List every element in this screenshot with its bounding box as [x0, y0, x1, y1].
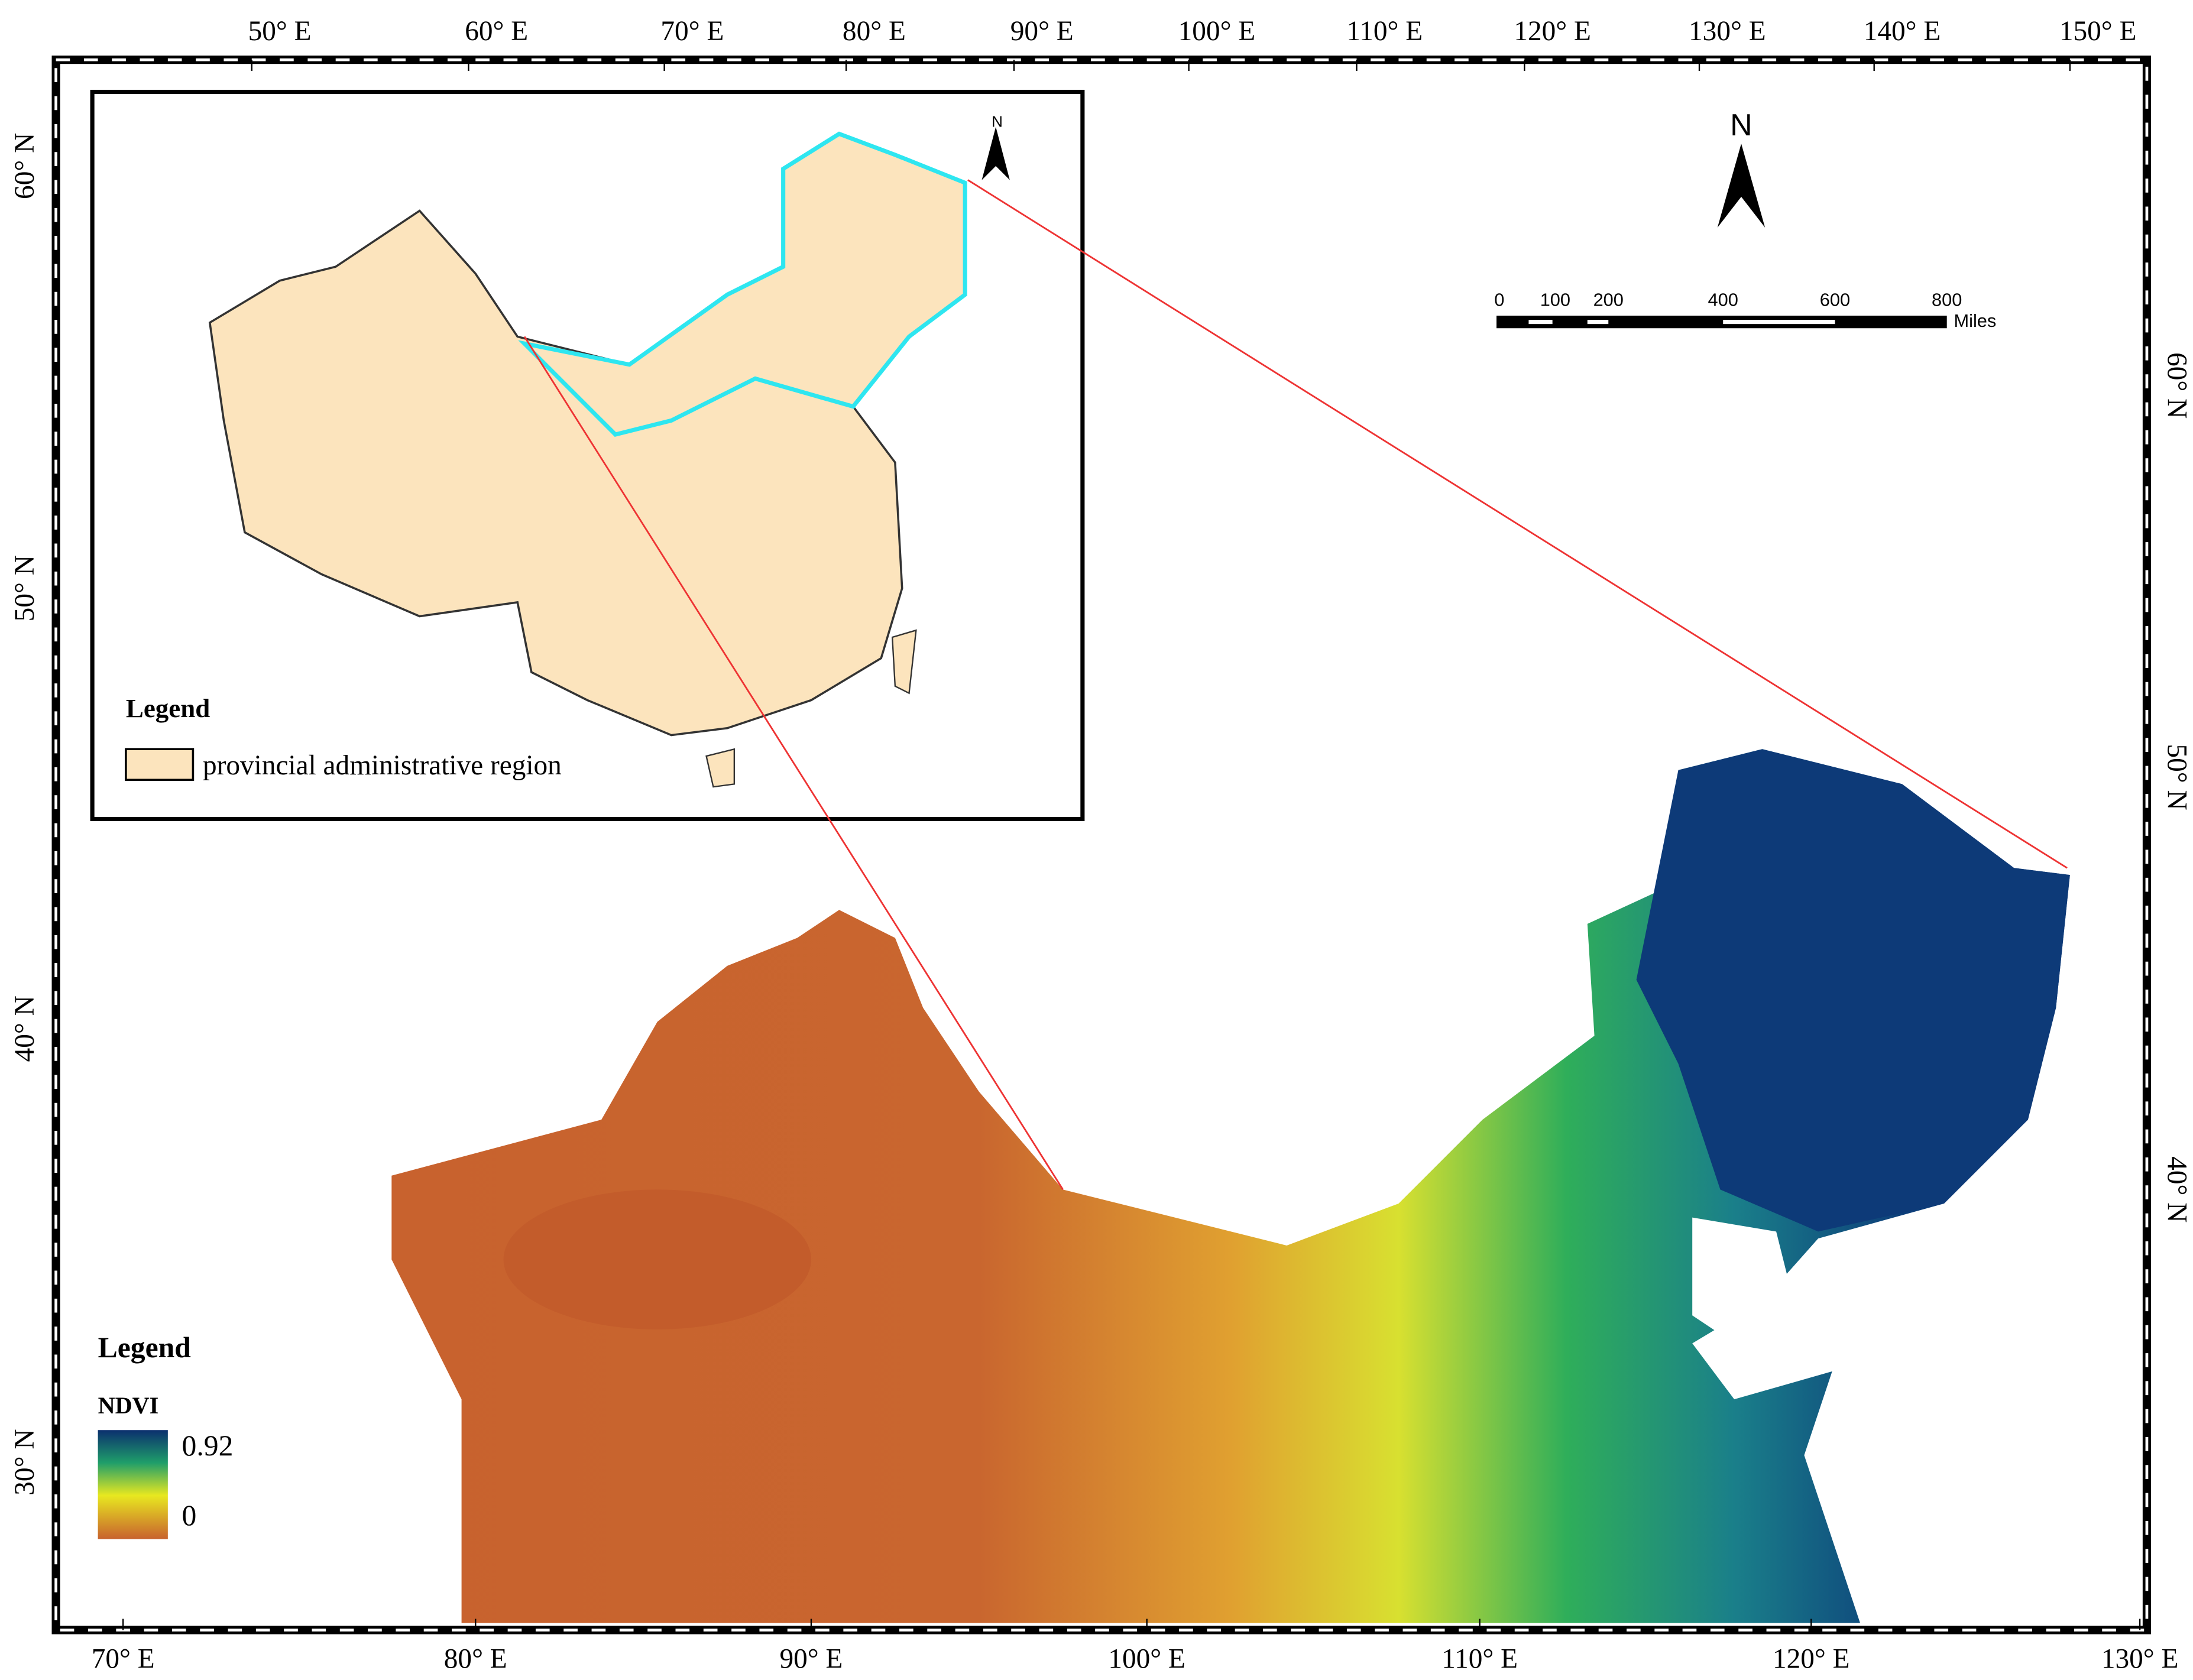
hainan [705, 748, 736, 788]
bottom-axis-label: 90° E [779, 1643, 843, 1674]
top-axis-label: 120° E [1514, 16, 1591, 47]
legend-colorbar [98, 1430, 168, 1539]
legend-title: Legend [98, 1331, 192, 1364]
left-axis-label: 60° N [9, 133, 40, 199]
north-label: N [1730, 108, 1753, 142]
top-axis-label: 130° E [1689, 16, 1766, 47]
scale-tick-label: 400 [1708, 289, 1738, 310]
inset-legend-swatch [125, 748, 195, 781]
top-axis-label: 50° E [248, 16, 312, 47]
connector-line [523, 336, 1064, 1191]
bottom-axis-label: 110° E [1442, 1643, 1518, 1674]
bottom-axis-label: 120° E [1773, 1643, 1850, 1674]
bottom-axis-label: 100° E [1108, 1643, 1185, 1674]
top-axis-label: 90° E [1010, 16, 1074, 47]
connector-line [967, 179, 2068, 869]
top-axis-label: 150° E [2059, 16, 2137, 47]
ndvi-high [1636, 749, 2070, 1232]
scale-tick-label: 800 [1932, 289, 1962, 310]
scale-tick-label: 600 [1820, 289, 1850, 310]
legend-max: 0.92 [182, 1429, 234, 1462]
inset-legend-title: Legend [126, 693, 210, 723]
left-axis-label: 30° N [9, 1429, 40, 1496]
right-axis-label: 40° N [2161, 1156, 2192, 1222]
scale-bar-segment [1587, 320, 1609, 325]
top-axis-label: 60° E [465, 16, 528, 47]
legend-min: 0 [182, 1499, 197, 1532]
top-axis-label: 100° E [1178, 16, 1256, 47]
inset-north-arrow [981, 127, 1010, 180]
scale-bar [1496, 315, 1947, 329]
scale-unit: Miles [1954, 310, 1997, 331]
study-area-outline [518, 131, 967, 437]
bottom-axis-label: 130° E [2101, 1643, 2179, 1674]
inset-legend-item: provincial administrative region [203, 750, 562, 781]
top-axis-label: 70° E [660, 16, 724, 47]
frame-checker [54, 58, 2149, 1632]
right-axis-label: 60° N [2161, 352, 2192, 419]
scale-bar-segment [1723, 320, 1835, 325]
legend-variable: NDVI [98, 1392, 159, 1419]
top-axis-label: 80° E [843, 16, 906, 47]
inset-north-label: N [992, 113, 1003, 131]
left-axis-label: 50° N [9, 555, 40, 621]
scale-tick-label: 200 [1593, 289, 1624, 310]
bottom-axis-label: 80° E [444, 1643, 507, 1674]
north-arrow [1717, 144, 1766, 228]
left-axis-label: 40° N [9, 995, 40, 1062]
taiwan [891, 629, 917, 695]
right-axis-label: 50° N [2161, 744, 2192, 810]
bottom-axis-label: 70° E [92, 1643, 155, 1674]
ndvi-desert [503, 1189, 811, 1329]
scale-tick-label: 100 [1540, 289, 1570, 310]
top-axis-label: 110° E [1346, 16, 1423, 47]
top-axis-label: 140° E [1864, 16, 1941, 47]
scale-tick-label: 0 [1494, 289, 1504, 310]
scale-bar-segment [1528, 320, 1553, 325]
